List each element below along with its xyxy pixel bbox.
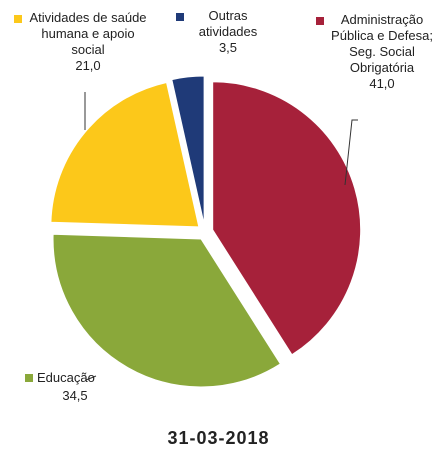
category-label: Atividades de saúde humana e apoio socia… — [29, 10, 147, 57]
value-label: 41,0 — [369, 76, 395, 91]
slice-label: Atividades de saúde humana e apoio socia… — [26, 10, 150, 74]
wedge — [50, 81, 200, 228]
wedge — [171, 75, 205, 225]
value-label: 3,5 — [218, 40, 238, 55]
legend-marker — [25, 374, 33, 382]
wedges — [50, 75, 362, 388]
leader-line — [344, 119, 358, 186]
legend-marker — [316, 17, 324, 25]
wedge — [52, 233, 282, 388]
slice-label: Outras atividades 3,5 — [186, 8, 270, 56]
category-label: Educação — [37, 370, 95, 385]
leader-line — [85, 375, 97, 381]
slice-label: Administração Pública e Defesa; Seg. Soc… — [330, 12, 434, 92]
category-label: Outras atividades — [198, 8, 258, 39]
legend-marker — [176, 13, 184, 21]
chart-title: 31-03-2018 — [167, 428, 270, 448]
value-label: 34,5 — [62, 388, 88, 403]
wedge — [212, 81, 362, 356]
legend-marker — [14, 15, 22, 23]
category-label: Administração Pública e Defesa; Seg. Soc… — [331, 12, 433, 75]
value-label: 21,0 — [75, 58, 101, 73]
